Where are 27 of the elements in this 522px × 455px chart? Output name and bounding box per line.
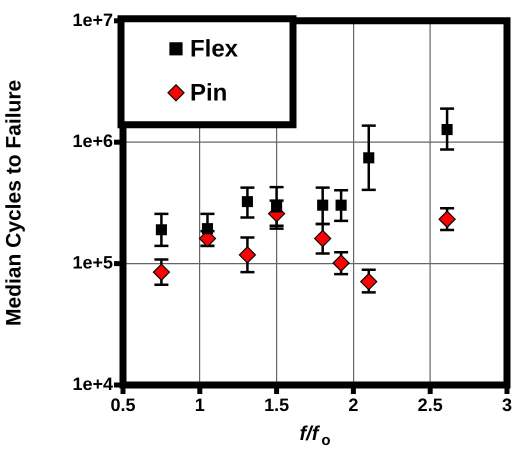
y-axis-title: Median Cycles to Failure <box>2 80 26 326</box>
point <box>336 200 347 211</box>
point <box>314 230 332 248</box>
legend-label: Flex <box>190 35 239 62</box>
point <box>152 264 170 281</box>
point <box>442 124 453 136</box>
x-tick-label: 2.5 <box>418 394 443 415</box>
y-tick-label: 1e+4 <box>72 374 113 394</box>
x-tick-label: 3 <box>502 394 512 415</box>
point <box>438 210 456 228</box>
point <box>238 246 256 264</box>
x-tick-label: 2 <box>348 394 358 415</box>
point <box>271 201 282 212</box>
point <box>242 196 253 208</box>
y-tick-label: 1e+6 <box>72 131 113 152</box>
x-tick-label: 1 <box>194 394 205 415</box>
y-tick-label: 1e+5 <box>72 252 113 273</box>
point <box>156 224 167 236</box>
point <box>332 254 350 272</box>
x-tick-label: 1.5 <box>264 394 290 415</box>
point <box>202 223 214 234</box>
point <box>363 152 374 164</box>
legend-label: Pin <box>190 79 228 106</box>
point <box>360 273 378 290</box>
y-tick-label: 1e+7 <box>72 10 113 30</box>
x-tick-label: 0.5 <box>110 394 136 415</box>
point <box>317 200 328 211</box>
